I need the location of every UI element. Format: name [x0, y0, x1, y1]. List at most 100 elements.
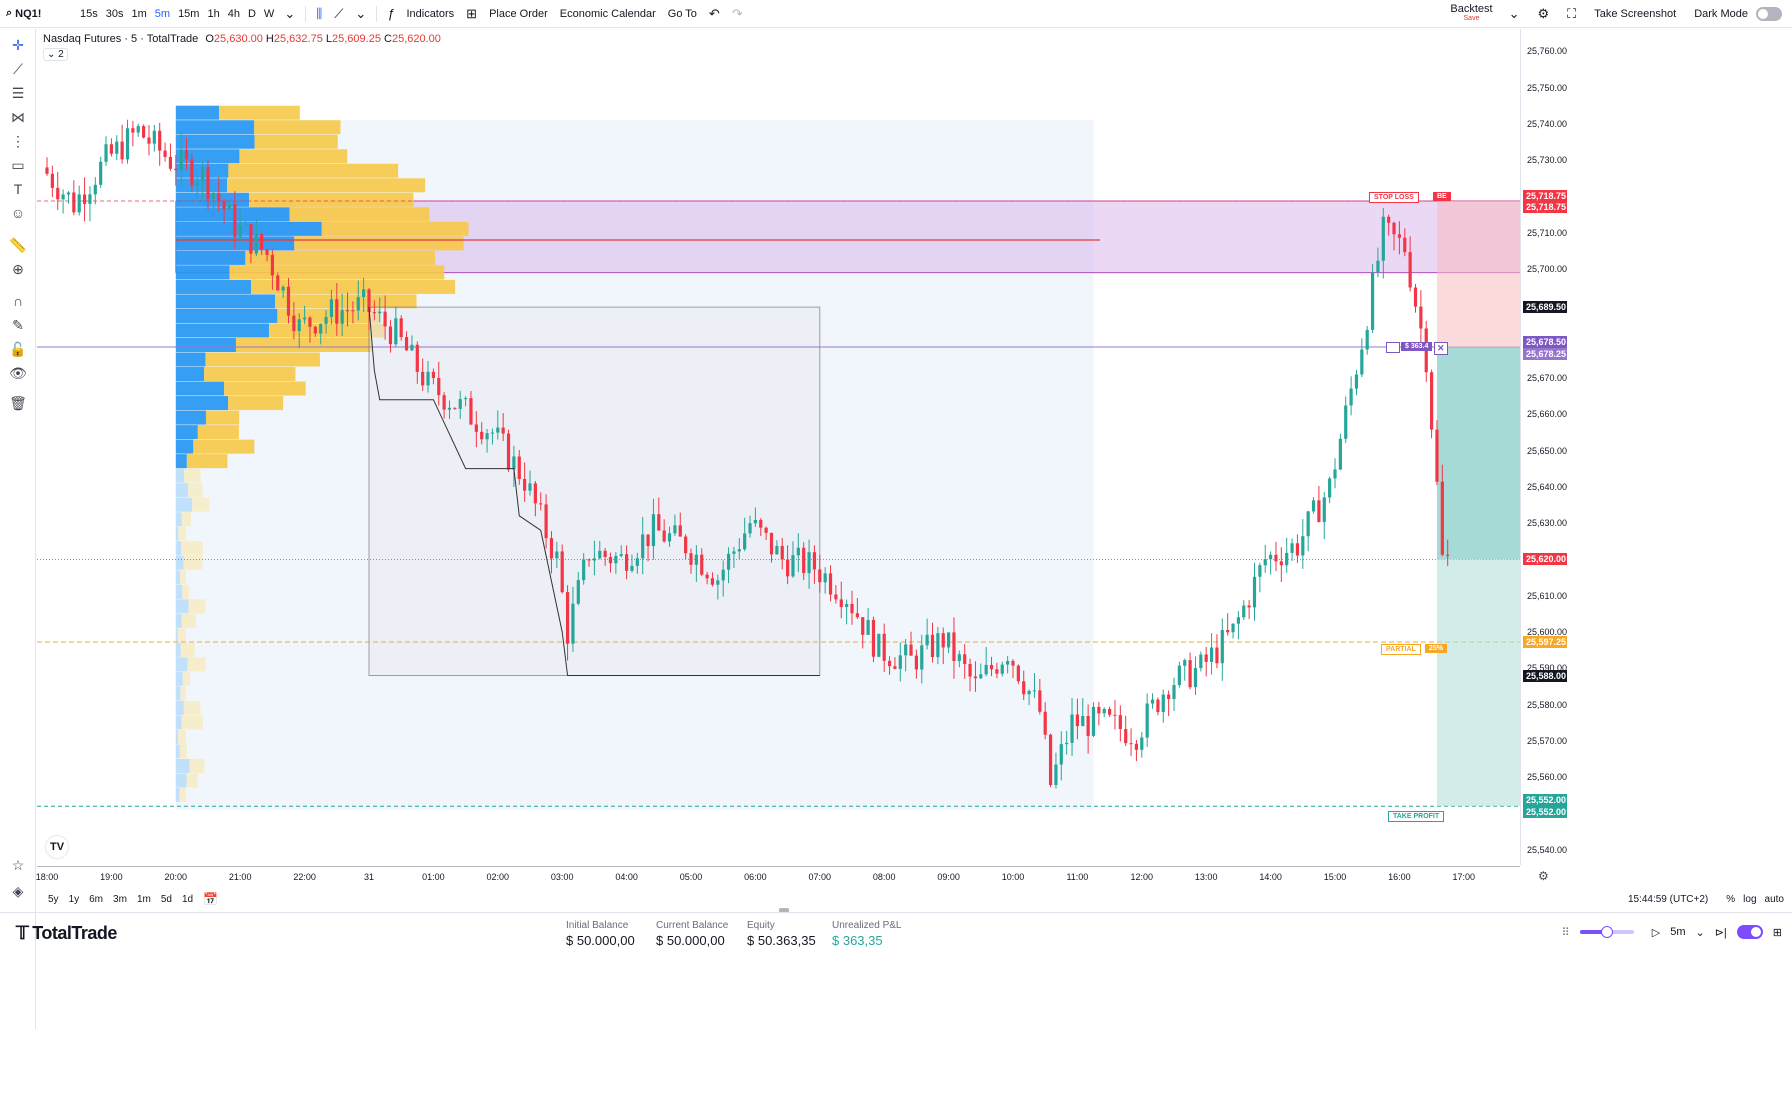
replay-interval[interactable]: 5m — [1670, 926, 1686, 938]
pane-resize-handle[interactable] — [779, 908, 789, 913]
timeframe-1h[interactable]: 1h — [207, 7, 220, 20]
volume-profile-sell-bar — [277, 308, 380, 323]
trash-icon[interactable]: 🗑 — [9, 394, 27, 411]
candle-down — [206, 166, 210, 200]
pattern-icon[interactable]: ⋈ — [11, 108, 25, 125]
undo-icon[interactable]: ↶ — [708, 5, 720, 21]
position-handle[interactable] — [1386, 342, 1400, 353]
current-balance-label: Current Balance — [656, 920, 729, 931]
star-icon[interactable]: ☆ — [11, 856, 25, 873]
timeframe-W[interactable]: W — [263, 7, 275, 20]
range-5y[interactable]: 5y — [48, 893, 59, 905]
ruler-icon[interactable]: 📏 — [9, 236, 27, 253]
symbol-search[interactable]: ⌕ NQ1! — [0, 7, 70, 20]
redo-icon[interactable]: ↷ — [731, 5, 743, 21]
crosshair-icon[interactable]: ✛ — [12, 36, 24, 53]
layers-icon[interactable]: ◈ — [12, 882, 24, 899]
candle-down — [383, 311, 387, 327]
breakeven-button[interactable]: BE — [1433, 192, 1451, 201]
range-1y[interactable]: 1y — [68, 893, 80, 905]
stop-loss-label[interactable]: STOP LOSS — [1369, 192, 1419, 203]
grid-icon[interactable]: ⊞ — [1772, 926, 1782, 939]
dark-mode-toggle[interactable] — [1756, 7, 1782, 21]
candle-down — [1108, 709, 1112, 715]
close-position-button[interactable]: ✕ — [1434, 342, 1448, 355]
chevron-down-icon[interactable]: ⌄ — [355, 5, 367, 21]
volume-profile-sell-bar — [180, 570, 186, 585]
candles-icon[interactable]: ⫼ — [316, 5, 323, 21]
timeframe-30s[interactable]: 30s — [105, 7, 124, 20]
indicators-button[interactable]: Indicators — [406, 7, 455, 20]
lock-drawing-icon[interactable]: ✎ — [12, 316, 24, 333]
auto-toggle[interactable]: auto — [1764, 893, 1784, 905]
candle-down — [260, 234, 264, 250]
take-profit-label[interactable]: TAKE PROFIT — [1388, 811, 1445, 822]
emoji-icon[interactable]: ☺ — [10, 205, 26, 221]
range-6m[interactable]: 6m — [89, 893, 104, 905]
candle-down — [1075, 714, 1079, 727]
forecast-icon[interactable]: ⋮ — [11, 132, 25, 149]
fullscreen-icon[interactable]: ⛶ — [1567, 6, 1577, 21]
chart-pane[interactable] — [37, 29, 1520, 865]
candle-up — [555, 551, 559, 559]
timeframe-4h[interactable]: 4h — [227, 7, 240, 20]
rectangle-icon[interactable]: ▭ — [11, 156, 25, 173]
replay-speed-knob[interactable] — [1600, 926, 1613, 938]
candle-up — [667, 533, 672, 542]
timeframe-1m[interactable]: 1m — [131, 7, 147, 20]
timeframe-15s[interactable]: 15s — [80, 7, 98, 20]
chevron-down-icon[interactable]: ⌄ — [1695, 926, 1705, 939]
eye-icon[interactable]: 👁 — [9, 364, 27, 381]
candle-up — [378, 311, 382, 314]
chevron-down-icon[interactable]: ⌄ — [1508, 6, 1520, 21]
candle-up — [1365, 329, 1369, 350]
position-pnl-label[interactable]: $ 363.4 — [1401, 342, 1433, 351]
indicator-collapse-button[interactable]: ⌄ 2 — [43, 48, 68, 61]
range-3m[interactable]: 3m — [113, 893, 127, 905]
percent-toggle[interactable]: % — [1726, 893, 1736, 905]
candle-up — [152, 130, 156, 144]
zoom-in-icon[interactable]: ⊕ — [12, 260, 24, 277]
line-chart-icon[interactable]: ⟋ — [334, 5, 344, 21]
layout-grid-icon[interactable]: ⊞ — [466, 5, 478, 21]
volume-profile-sell-bar — [177, 628, 186, 643]
replay-speed-slider[interactable] — [1579, 926, 1634, 938]
symbol-label: NQ1! — [15, 7, 42, 20]
price-axis[interactable]: 25,760.00 25,750.00 25,740.00 25,730.00 25,7… — [1520, 29, 1792, 865]
price-chart[interactable] — [37, 29, 1520, 865]
timeframe-15m[interactable]: 15m — [178, 7, 200, 20]
text-icon[interactable]: T — [13, 181, 23, 197]
replay-toggle[interactable] — [1736, 925, 1763, 939]
candle-down — [914, 655, 918, 670]
backtest-button[interactable]: Backtest Save — [1446, 4, 1496, 24]
time-axis[interactable]: 18:00 19:00 20:00 21:00 22:00 31 01:00 02:00 03:… — [36, 866, 1520, 886]
timeframe-5m[interactable]: 5m — [154, 7, 171, 20]
lock-icon[interactable]: 🔓 — [9, 340, 27, 357]
gear-icon[interactable]: ⚙ — [1537, 6, 1550, 21]
timeframe-D[interactable]: D — [247, 7, 256, 20]
tradingview-logo[interactable]: TV — [46, 836, 68, 858]
place-order-button[interactable]: Place Order — [489, 7, 548, 20]
fib-retracement-icon[interactable]: ☰ — [11, 84, 25, 101]
step-forward-icon[interactable]: ⊳| — [1714, 926, 1727, 939]
partial-pct-label[interactable]: 25% — [1425, 644, 1448, 653]
drag-handle-icon[interactable]: ⠿ — [1561, 926, 1570, 939]
axis-settings-icon[interactable]: ⚙ — [1538, 869, 1549, 883]
trend-line-icon[interactable]: ⟋ — [13, 60, 23, 77]
log-toggle[interactable]: log — [1743, 893, 1757, 905]
range-1m[interactable]: 1m — [136, 893, 151, 905]
calendar-icon[interactable]: 📅 — [203, 892, 219, 906]
candle-up — [201, 166, 205, 182]
economic-calendar-button[interactable]: Economic Calendar — [559, 7, 656, 20]
play-icon[interactable]: ▷ — [1651, 926, 1661, 939]
candle-down — [710, 578, 715, 585]
partial-label[interactable]: PARTIAL — [1381, 644, 1421, 655]
go-to-button[interactable]: Go To — [667, 7, 697, 20]
range-1d[interactable]: 1d — [181, 893, 194, 905]
candle-up — [1172, 685, 1176, 700]
range-5d[interactable]: 5d — [160, 893, 172, 905]
take-screenshot-button[interactable]: Take Screenshot — [1594, 8, 1677, 20]
clock[interactable]: 15:44:59 (UTC+2) — [1627, 893, 1709, 905]
chevron-down-icon[interactable]: ⌄ — [284, 5, 296, 21]
magnet-icon[interactable]: ∩ — [12, 293, 24, 309]
